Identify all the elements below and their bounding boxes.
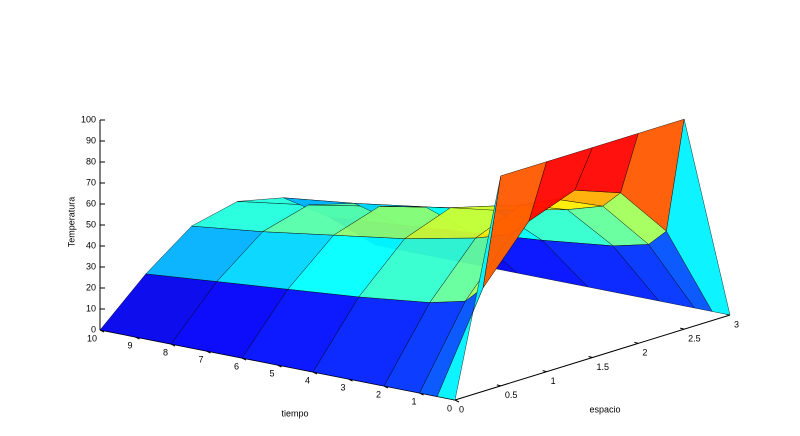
z-tick-label: 60	[86, 198, 96, 208]
x-tick	[680, 327, 685, 330]
z-tick-label: 10	[86, 303, 96, 313]
x-tick-label: 1	[551, 376, 556, 386]
x-tick-label: 3	[734, 319, 739, 329]
z-tick-label: 30	[86, 261, 96, 271]
y-tick-label: 7	[198, 354, 203, 364]
y-tick-label: 0	[447, 403, 452, 413]
x-tick	[588, 356, 593, 358]
y-tick-label: 6	[234, 361, 239, 371]
x-tick-label: 2	[642, 348, 647, 358]
y-tick-label: 10	[87, 333, 97, 343]
z-tick-label: 80	[86, 156, 96, 166]
z-tick-label: 0	[91, 324, 96, 334]
z-tick-label: 20	[86, 282, 96, 292]
y-tick-label: 2	[376, 389, 381, 399]
y-tick-label: 4	[305, 375, 310, 385]
z-tick-label: 50	[86, 219, 96, 229]
z-tick-label: 40	[86, 240, 96, 250]
y-axis-label: tiempo	[281, 408, 308, 418]
y-tick-label: 5	[269, 368, 274, 378]
x-tick-label: 0.5	[505, 390, 518, 400]
x-tick-label: 1.5	[597, 362, 610, 372]
z-tick-label: 100	[81, 114, 96, 124]
y-tick	[454, 399, 460, 403]
y-tick-label: 8	[163, 347, 168, 357]
surface-face	[666, 119, 731, 316]
z-tick-label: 90	[86, 135, 96, 145]
x-tick-label: 2.5	[688, 334, 701, 344]
y-tick-label: 3	[340, 382, 345, 392]
x-tick	[542, 370, 547, 373]
y-tick-label: 1	[411, 396, 416, 406]
x-tick	[496, 384, 501, 387]
z-axis-label: Temperatura	[66, 197, 76, 248]
x-tick-label: 0	[459, 404, 464, 414]
x-tick	[634, 341, 639, 344]
z-tick-label: 70	[86, 177, 96, 187]
y-tick-label: 9	[127, 340, 132, 350]
x-axis-label: espacio	[589, 404, 620, 414]
